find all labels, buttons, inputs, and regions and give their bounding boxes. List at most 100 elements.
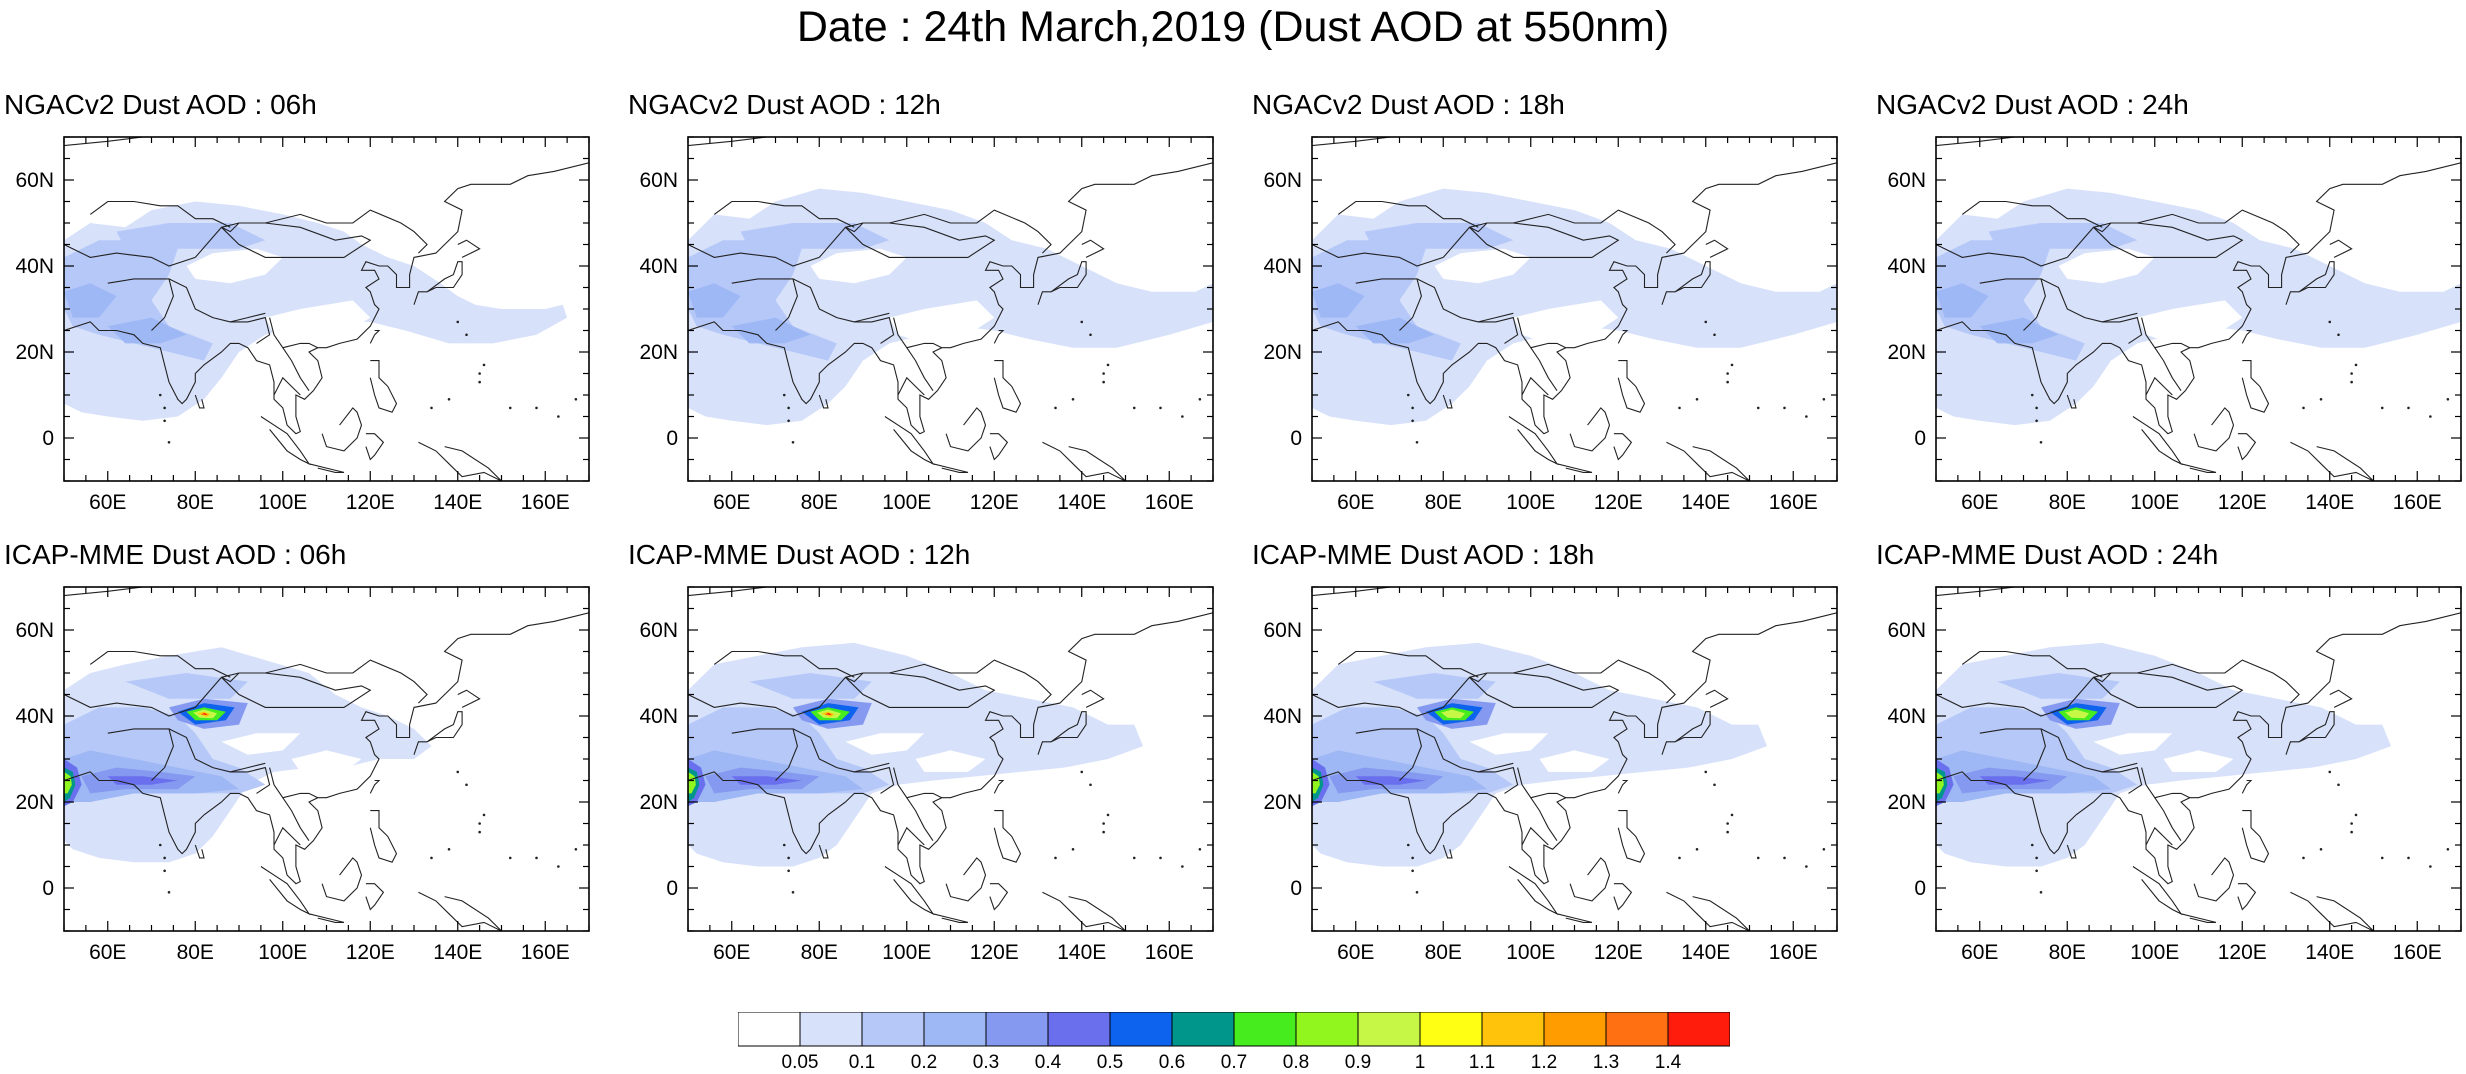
colorbar-swatch (1419, 1011, 1483, 1047)
x-tick-label: 80E (2049, 491, 2086, 514)
x-tick-label: 80E (801, 491, 838, 514)
x-tick-label: 140E (1057, 491, 1106, 514)
x-tick-label: 160E (521, 941, 570, 964)
y-tick-label: 0 (1290, 877, 1302, 900)
panel-title: ICAP-MME Dust AOD : 06h (4, 539, 347, 570)
y-tick-label: 40N (15, 705, 54, 728)
y-tick-label: 60N (1887, 619, 1926, 642)
y-tick-label: 0 (1914, 427, 1926, 450)
x-tick-label: 100E (258, 491, 307, 514)
y-tick-label: 40N (1887, 705, 1926, 728)
colorbar-label: 0.3 (972, 1052, 1000, 1073)
colorbar-label: 1.3 (1592, 1052, 1620, 1073)
panel-title: ICAP-MME Dust AOD : 24h (1876, 539, 2219, 570)
y-tick-label: 60N (1263, 169, 1302, 192)
x-tick-label: 160E (2393, 941, 2442, 964)
x-tick-label: 140E (2305, 491, 2354, 514)
x-tick-label: 100E (258, 941, 307, 964)
colorbar-label: 1.4 (1654, 1052, 1682, 1073)
y-tick-label: 40N (639, 705, 678, 728)
coastlines (688, 137, 1213, 481)
y-tick-label: 60N (1263, 619, 1302, 642)
y-tick-label: 20N (1263, 791, 1302, 814)
x-tick-label: 160E (1145, 941, 1194, 964)
x-tick-label: 60E (89, 941, 126, 964)
axis-ticks (1935, 586, 2462, 932)
x-tick-label: 120E (346, 491, 395, 514)
x-tick-label: 80E (801, 941, 838, 964)
x-tick-label: 80E (2049, 941, 2086, 964)
x-tick-label: 100E (1506, 491, 1555, 514)
y-tick-label: 60N (15, 619, 54, 642)
y-tick-label: 0 (1290, 427, 1302, 450)
island-markers (158, 320, 578, 444)
x-tick-label: 100E (2130, 941, 2179, 964)
x-tick-label: 60E (713, 941, 750, 964)
x-tick-label: 60E (89, 491, 126, 514)
x-tick-label: 160E (2393, 491, 2442, 514)
dust-aod-field (64, 647, 432, 863)
colorbar-swatch (985, 1011, 1049, 1047)
map-plot: 60E 80E 100E 120E 140E 160E 60N 40N 20N 0 (15, 136, 590, 514)
x-tick-label: 100E (1506, 941, 1555, 964)
y-tick-label: 40N (1263, 255, 1302, 278)
x-tick-label: 60E (1961, 941, 1998, 964)
colorbar-swatch (1233, 1011, 1297, 1047)
colorbar-label: 0.7 (1220, 1052, 1248, 1073)
colorbar-swatch (1109, 1011, 1173, 1047)
colorbar-swatch (1667, 1011, 1731, 1047)
coastlines (1936, 587, 2461, 931)
map-plot: 60E 80E 100E 120E 140E 160E 60N 40N 20N 0 (15, 586, 590, 964)
coastlines (688, 587, 1213, 931)
island-markers (1406, 770, 1826, 894)
y-tick-label: 40N (1263, 705, 1302, 728)
axis-ticks (1311, 586, 1838, 932)
x-tick-label: 80E (177, 491, 214, 514)
y-tick-label: 40N (15, 255, 54, 278)
x-tick-label: 100E (882, 491, 931, 514)
island-markers (1406, 320, 1826, 444)
colorbar-swatch (1481, 1011, 1545, 1047)
axis-ticks (1311, 136, 1838, 482)
x-tick-label: 120E (970, 491, 1019, 514)
x-tick-label: 160E (1145, 491, 1194, 514)
colorbar-swatch (1047, 1011, 1111, 1047)
x-tick-label: 100E (882, 941, 931, 964)
axis-ticks (63, 136, 590, 482)
panel-title: NGACv2 Dust AOD : 06h (4, 89, 317, 120)
dust-aod-field (688, 188, 1213, 426)
dust-aod-field (1936, 642, 2391, 867)
colorbar-swatches (737, 1011, 1731, 1047)
map-plot: 60E 80E 100E 120E 140E 160E 60N 40N 20N 0 (1263, 586, 1838, 964)
axis-ticks (1935, 136, 2462, 482)
colorbar-label: 0.8 (1282, 1052, 1310, 1073)
axis-ticks (687, 136, 1214, 482)
y-tick-label: 0 (666, 877, 678, 900)
x-tick-label: 60E (1337, 941, 1374, 964)
x-tick-label: 120E (2218, 941, 2267, 964)
panel-title: NGACv2 Dust AOD : 18h (1252, 89, 1565, 120)
y-tick-label: 60N (1887, 169, 1926, 192)
x-tick-label: 160E (1769, 491, 1818, 514)
y-tick-label: 20N (639, 341, 678, 364)
island-markers (2030, 320, 2450, 444)
x-tick-label: 160E (521, 491, 570, 514)
y-tick-label: 40N (639, 255, 678, 278)
y-tick-label: 20N (15, 791, 54, 814)
x-tick-label: 60E (1961, 491, 1998, 514)
colorbar-label: 0.9 (1344, 1052, 1372, 1073)
island-markers (158, 770, 578, 894)
axis-ticks (687, 586, 1214, 932)
y-tick-label: 40N (1887, 255, 1926, 278)
colorbar-swatch (1171, 1011, 1235, 1047)
x-tick-label: 120E (1594, 491, 1643, 514)
x-tick-label: 60E (1337, 491, 1374, 514)
panel-title: NGACv2 Dust AOD : 24h (1876, 89, 2189, 120)
x-tick-label: 140E (1681, 941, 1730, 964)
x-tick-label: 140E (1057, 941, 1106, 964)
x-tick-label: 120E (2218, 491, 2267, 514)
y-tick-label: 0 (1914, 877, 1926, 900)
map-plot: 60E 80E 100E 120E 140E 160E 60N 40N 20N 0 (1263, 136, 1838, 514)
map-plot: 60E 80E 100E 120E 140E 160E 60N 40N 20N 0 (639, 586, 1214, 964)
panel-title: ICAP-MME Dust AOD : 18h (1252, 539, 1595, 570)
